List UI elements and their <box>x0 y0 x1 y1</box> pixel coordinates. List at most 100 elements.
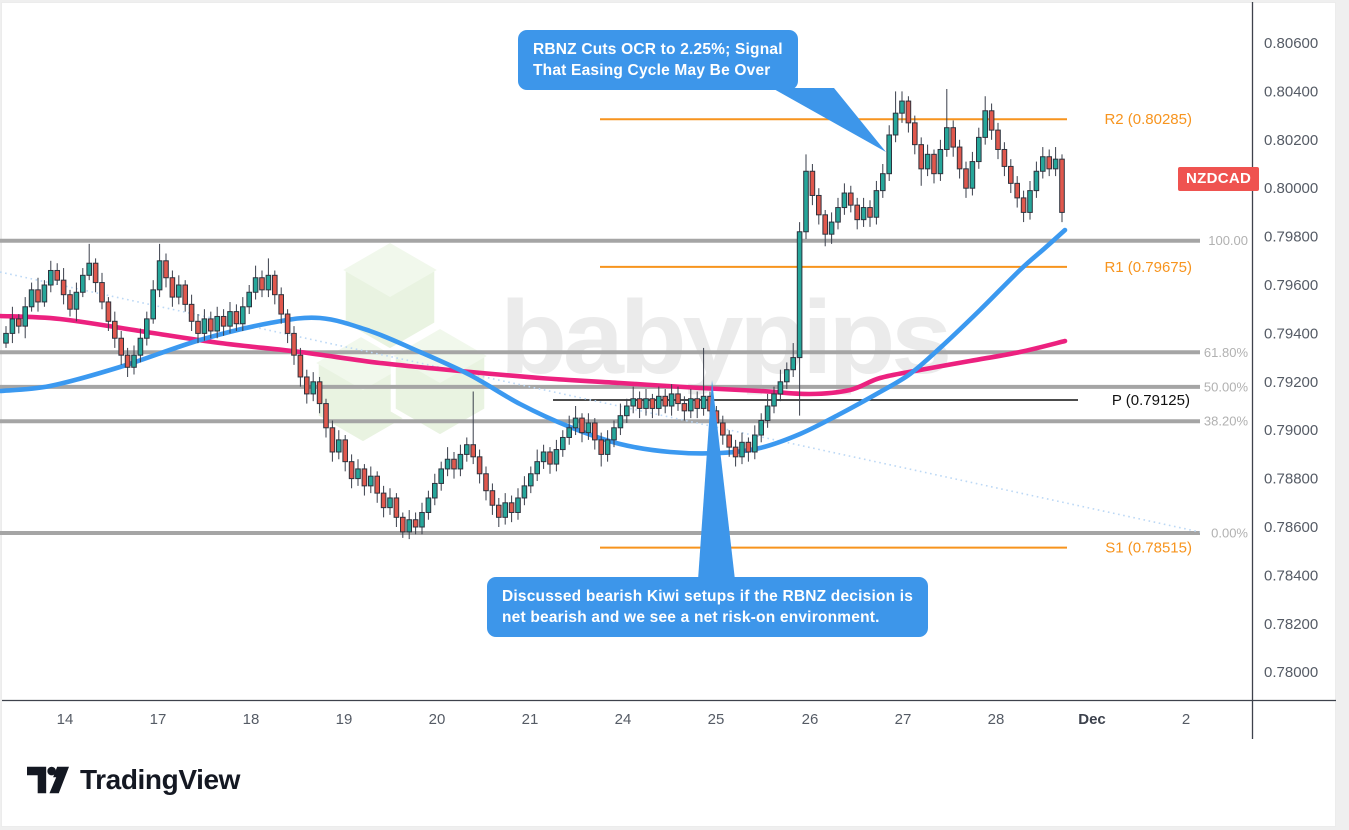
ma-fast-blue[interactable] <box>0 227 1068 456</box>
candles[interactable] <box>3 88 1065 540</box>
candle-up <box>553 449 560 465</box>
dotted-trendline[interactable] <box>0 271 1201 533</box>
callout-rbnz-cut[interactable]: RBNZ Cuts OCR to 2.25%; Signal That Easi… <box>518 30 798 90</box>
time-tick: 17 <box>150 711 167 728</box>
candle-up <box>246 291 252 308</box>
candle-down <box>188 303 195 322</box>
candle-up <box>240 306 246 325</box>
candle-up <box>668 393 675 407</box>
candle-down <box>393 497 400 518</box>
candle-down <box>272 274 278 296</box>
candle-down <box>259 277 265 291</box>
pivot-label: R1 (0.79675) <box>1104 259 1192 276</box>
candle-down <box>1046 156 1053 170</box>
tradingview-logo[interactable]: TradingView <box>27 764 240 796</box>
candle-down <box>496 504 502 518</box>
candle-up <box>310 381 316 395</box>
candle-up <box>387 497 393 509</box>
candle-up <box>796 231 803 359</box>
candle-up <box>899 100 905 114</box>
candle-up <box>534 461 541 475</box>
candle-down <box>905 100 912 124</box>
candle-down <box>348 461 355 480</box>
candle-up <box>688 398 694 412</box>
candle-down <box>99 282 105 303</box>
candle-down <box>854 204 861 221</box>
candle-up <box>976 136 982 163</box>
candle-down <box>918 144 925 170</box>
chart-plot-area[interactable]: babypips 100.00 61.80% 50.00% 38.20% 0.00% R2 … <box>0 0 1349 742</box>
candle-down <box>956 146 963 170</box>
candle-up <box>425 497 432 513</box>
candle-down <box>67 294 73 310</box>
fib-retracement[interactable]: 100.00 61.80% 50.00% 38.20% 0.00% <box>0 233 1249 541</box>
candle-down <box>278 294 284 315</box>
candle-up <box>880 173 886 192</box>
price-tick: 0.78600 <box>1264 519 1318 536</box>
callout-bottom-line1: Discussed bearish Kiwi setups if the RBN… <box>502 588 914 605</box>
candle-up <box>643 398 649 409</box>
time-tick: 26 <box>802 711 819 728</box>
axes[interactable]: 0.80600 0.80400 0.80200 0.80000 0.79800 0.796… <box>2 2 1336 739</box>
candle-up <box>656 395 662 409</box>
candle-up <box>1033 170 1040 192</box>
price-tick: 0.79600 <box>1264 277 1318 294</box>
callout-bearish-setups[interactable]: Discussed bearish Kiwi setups if the RBN… <box>487 577 929 637</box>
candle-up <box>828 221 835 235</box>
candle-down <box>374 475 380 494</box>
candle-down <box>316 381 323 405</box>
price-tick: 0.78000 <box>1264 664 1318 681</box>
candle-up <box>873 190 880 218</box>
fib-label: 38.20% <box>1204 414 1249 429</box>
candle-up <box>566 427 573 438</box>
candle-down <box>912 122 918 146</box>
candle-down <box>649 398 656 409</box>
candle-down <box>291 332 297 356</box>
candle-up <box>982 110 989 138</box>
candle-up <box>432 482 438 499</box>
candle-down <box>220 315 227 327</box>
candle-up <box>617 415 624 429</box>
callout-bottom-tail <box>698 380 735 580</box>
candle-up <box>771 393 777 407</box>
candle-up <box>444 458 451 470</box>
candle-down <box>304 376 310 395</box>
candle-up <box>969 161 976 189</box>
candle-down <box>809 170 816 196</box>
candle-down <box>380 492 387 509</box>
candle-up <box>624 405 630 417</box>
candle-up <box>252 277 259 293</box>
tradingview-logo-text: TradingView <box>80 764 241 795</box>
price-tick: 0.80400 <box>1264 83 1318 100</box>
candle-down <box>675 393 681 405</box>
time-tick: 2 <box>1182 711 1190 728</box>
fib-label: 50.00% <box>1204 379 1249 394</box>
candle-down <box>195 320 201 334</box>
candle-down <box>816 194 822 216</box>
candle-down <box>547 451 553 465</box>
candle-up <box>924 153 931 170</box>
candle-up <box>630 398 637 407</box>
time-tick: 28 <box>988 711 1005 728</box>
fib-label: 61.80% <box>1204 345 1249 360</box>
ma-slow-pink[interactable] <box>0 313 1068 397</box>
candle-up <box>265 274 272 291</box>
price-tick: 0.80200 <box>1264 132 1318 149</box>
candle-down <box>118 337 125 356</box>
candle-up <box>22 306 28 327</box>
candle-up <box>48 269 54 286</box>
candle-down <box>412 519 419 528</box>
candle-up <box>131 354 137 368</box>
candle-down <box>112 320 118 339</box>
candle-down <box>931 153 937 175</box>
candle-up <box>137 337 144 356</box>
candle-down <box>297 354 304 378</box>
candle-down <box>483 473 489 492</box>
candle-up <box>1052 158 1059 170</box>
candle-down <box>1001 148 1008 167</box>
candle-up <box>156 260 163 291</box>
candle-down <box>636 398 643 409</box>
candle-down <box>508 502 515 513</box>
pivot-label: P (0.79125) <box>1112 392 1190 409</box>
